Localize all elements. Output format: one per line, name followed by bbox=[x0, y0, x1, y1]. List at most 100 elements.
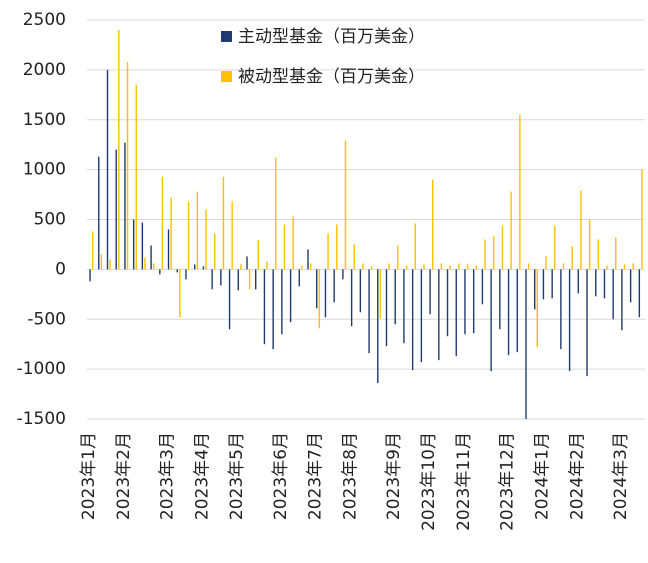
bar bbox=[464, 269, 466, 335]
bar bbox=[266, 261, 268, 270]
bar bbox=[318, 269, 321, 329]
bar bbox=[568, 269, 571, 372]
bar bbox=[484, 239, 486, 270]
y-tick-label: -1500 bbox=[17, 409, 66, 429]
bar bbox=[214, 233, 216, 270]
bar bbox=[100, 254, 103, 270]
bar bbox=[150, 245, 152, 270]
bar bbox=[455, 269, 457, 357]
bar bbox=[536, 269, 539, 348]
bar bbox=[606, 265, 608, 270]
bar bbox=[350, 269, 353, 327]
bar bbox=[490, 269, 492, 372]
bar bbox=[499, 269, 501, 330]
bar bbox=[403, 269, 405, 344]
bar bbox=[289, 269, 292, 323]
bar bbox=[237, 269, 239, 291]
bar bbox=[510, 191, 512, 270]
bar bbox=[187, 201, 190, 270]
bar bbox=[135, 84, 137, 270]
bar bbox=[257, 240, 260, 270]
bar bbox=[571, 246, 573, 270]
bar bbox=[554, 225, 556, 270]
bar bbox=[623, 264, 626, 270]
bar bbox=[309, 263, 312, 270]
bar bbox=[98, 156, 100, 270]
bar bbox=[629, 269, 632, 303]
x-tick-label: 2023年3月 bbox=[157, 432, 177, 520]
bar bbox=[344, 140, 347, 270]
bar bbox=[281, 269, 283, 335]
bar bbox=[205, 209, 207, 270]
bar bbox=[124, 142, 126, 270]
x-tick-label: 2023年4月 bbox=[192, 432, 212, 520]
x-tick-label: 2023年10月 bbox=[419, 432, 439, 531]
bar bbox=[275, 157, 277, 270]
x-tick-label: 2023年2月 bbox=[114, 432, 134, 520]
bar bbox=[301, 265, 303, 270]
bar bbox=[475, 265, 477, 270]
bar bbox=[353, 244, 355, 270]
bar bbox=[534, 269, 536, 310]
bar bbox=[298, 269, 301, 287]
legend-label: 被动型基金（百万美金） bbox=[238, 67, 425, 87]
x-tick-label: 2023年11月 bbox=[454, 432, 474, 531]
x-tick-label: 2024年3月 bbox=[611, 432, 631, 520]
bar bbox=[466, 264, 469, 270]
bar bbox=[560, 269, 562, 350]
bar bbox=[588, 219, 591, 270]
bar bbox=[324, 269, 327, 318]
bar bbox=[394, 269, 396, 325]
bar bbox=[179, 269, 181, 318]
y-tick-label: -1000 bbox=[17, 359, 66, 379]
bar bbox=[507, 269, 510, 356]
bar bbox=[545, 256, 547, 270]
bar bbox=[621, 269, 623, 331]
bar bbox=[196, 191, 198, 270]
bar bbox=[336, 224, 338, 270]
bar bbox=[379, 269, 382, 319]
x-tick-label: 2023年1月 bbox=[79, 432, 99, 520]
bar bbox=[106, 69, 109, 270]
x-tick-label: 2023年8月 bbox=[341, 432, 361, 520]
y-tick-label: 0 bbox=[55, 259, 66, 279]
bar bbox=[342, 269, 344, 280]
bar bbox=[283, 224, 286, 270]
bar bbox=[176, 269, 178, 273]
bar bbox=[586, 269, 588, 377]
bar bbox=[411, 269, 414, 371]
bar bbox=[115, 149, 117, 270]
bar bbox=[420, 269, 423, 363]
bar bbox=[89, 269, 91, 282]
bar bbox=[316, 269, 318, 309]
bar bbox=[126, 61, 129, 270]
bar bbox=[580, 190, 582, 270]
x-tick-label: 2024年2月 bbox=[567, 432, 587, 520]
bar bbox=[612, 269, 614, 320]
bar bbox=[405, 265, 408, 270]
y-tick-label: 1000 bbox=[23, 160, 66, 180]
bar bbox=[632, 263, 634, 270]
bar bbox=[228, 269, 231, 330]
bar bbox=[423, 264, 425, 270]
y-tick-label: 2500 bbox=[23, 10, 66, 30]
bar bbox=[551, 269, 553, 299]
x-tick-label: 2024年1月 bbox=[532, 432, 552, 520]
bar bbox=[161, 176, 164, 270]
bar bbox=[388, 263, 390, 270]
bar bbox=[109, 259, 111, 270]
legend-label: 主动型基金（百万美金） bbox=[238, 27, 425, 47]
bar bbox=[370, 266, 373, 270]
bar bbox=[118, 29, 120, 270]
bar bbox=[595, 269, 597, 297]
bar bbox=[248, 269, 251, 290]
bar bbox=[641, 169, 643, 270]
bar bbox=[368, 269, 370, 354]
bar bbox=[516, 269, 518, 353]
bar bbox=[152, 263, 155, 270]
x-tick-label: 2023年12月 bbox=[498, 432, 518, 531]
bar bbox=[562, 263, 565, 270]
bar bbox=[272, 269, 274, 350]
bar bbox=[167, 229, 170, 270]
